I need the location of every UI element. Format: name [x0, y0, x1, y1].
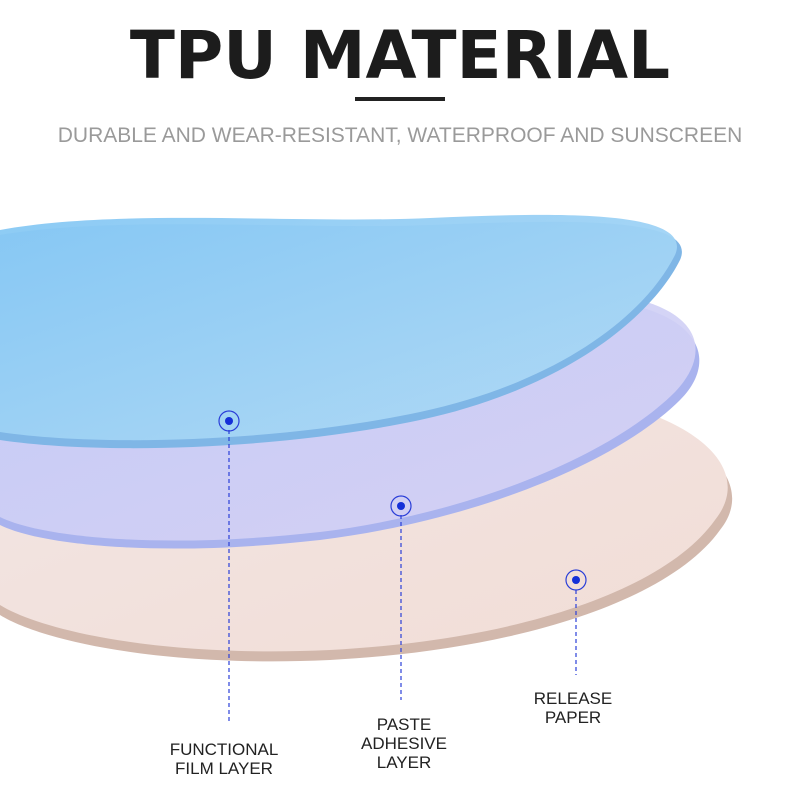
- label-line: LAYER: [377, 753, 432, 772]
- label-line: FUNCTIONAL: [170, 740, 279, 759]
- subtitle: DURABLE AND WEAR-RESISTANT, WATERPROOF A…: [58, 124, 743, 147]
- divider: [355, 97, 445, 101]
- film-layer: [0, 214, 677, 441]
- label-line: PAPER: [545, 708, 601, 727]
- markers: [218, 410, 587, 591]
- label-line: PASTE: [377, 715, 431, 734]
- label-line: FILM LAYER: [175, 759, 273, 778]
- title: TPU MATERIAL: [130, 17, 670, 94]
- leaders: [228, 430, 577, 722]
- label-line: RELEASE: [534, 689, 612, 708]
- label-line: ADHESIVE: [361, 734, 447, 753]
